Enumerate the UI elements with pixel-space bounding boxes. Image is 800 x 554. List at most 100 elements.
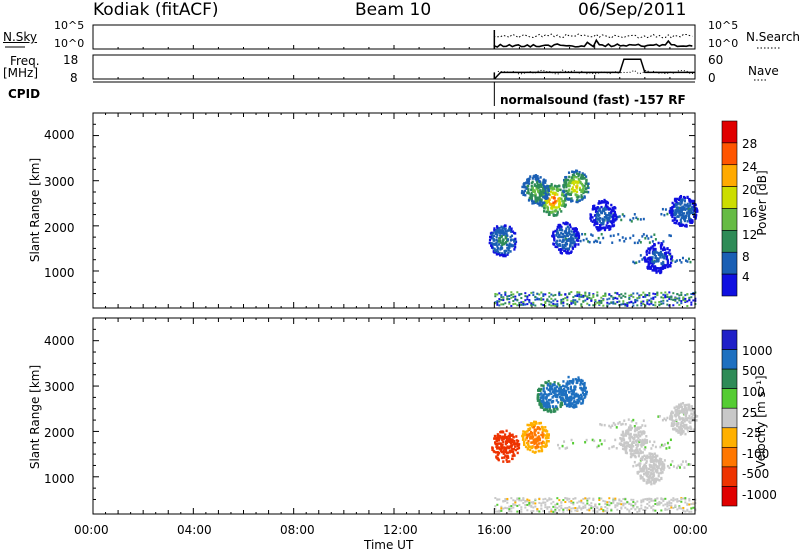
echo-cell bbox=[538, 438, 541, 442]
echo-cell bbox=[685, 412, 688, 415]
echo-cell bbox=[556, 225, 559, 229]
echo-cell bbox=[547, 388, 550, 392]
ground-scatter-cell bbox=[522, 301, 525, 304]
echo-cell bbox=[537, 426, 540, 429]
ground-scatter-cell bbox=[654, 503, 657, 506]
ground-scatter-cell bbox=[598, 497, 601, 500]
echo-cell bbox=[609, 225, 612, 228]
echo-cell bbox=[622, 443, 626, 447]
ground-scatter-cell bbox=[576, 291, 579, 294]
echo-cell bbox=[679, 403, 682, 407]
echo-cell bbox=[580, 190, 583, 194]
ground-scatter-cell bbox=[662, 302, 665, 305]
echo-cell bbox=[642, 470, 645, 473]
echo-cell bbox=[675, 409, 679, 412]
echo-cell bbox=[500, 437, 503, 440]
echo-cell bbox=[550, 196, 553, 199]
echo-cell bbox=[567, 252, 571, 255]
echo-cell bbox=[526, 185, 529, 188]
echo-cell bbox=[527, 427, 530, 431]
echo-cell bbox=[572, 190, 575, 193]
echo-cell bbox=[499, 442, 502, 445]
ground-scatter-cell bbox=[596, 510, 599, 513]
echo-cell bbox=[545, 393, 548, 396]
echo-cell bbox=[571, 242, 574, 245]
echo-cell bbox=[646, 454, 649, 458]
echo-cell bbox=[622, 438, 625, 442]
ground-scatter-cell bbox=[658, 301, 661, 304]
echo-cell bbox=[655, 454, 658, 458]
echo-cell bbox=[535, 178, 538, 182]
ground-scatter-cell bbox=[606, 298, 609, 301]
echo-cell bbox=[541, 400, 544, 404]
echo-cell bbox=[644, 446, 647, 449]
echo-cell bbox=[546, 403, 549, 407]
ground-scatter-cell bbox=[592, 304, 595, 307]
echo-cell bbox=[594, 207, 597, 210]
echo-cell bbox=[597, 209, 600, 212]
ground-scatter-cell bbox=[688, 296, 691, 299]
echo-cell bbox=[552, 196, 556, 200]
echo-cell bbox=[688, 198, 691, 202]
ground-scatter-cell bbox=[516, 504, 519, 507]
echo-cell bbox=[544, 408, 547, 411]
echo-cell bbox=[510, 234, 514, 238]
echo-cell bbox=[621, 437, 625, 440]
ground-scatter-cell bbox=[652, 508, 655, 511]
echo-cell bbox=[502, 232, 505, 235]
echo-cell bbox=[535, 422, 538, 425]
echo-cell bbox=[621, 434, 624, 437]
echo-cell bbox=[562, 186, 566, 189]
echo-cell bbox=[489, 232, 493, 235]
echo-cell bbox=[604, 226, 607, 230]
echo-cell bbox=[563, 178, 567, 182]
echo-cell bbox=[570, 402, 573, 405]
echo-cell bbox=[552, 205, 555, 209]
echo-cell bbox=[530, 197, 533, 200]
echo-cell bbox=[522, 193, 525, 197]
ground-scatter-cell bbox=[620, 507, 623, 510]
echo-cell bbox=[650, 471, 653, 475]
echo-cell bbox=[618, 421, 621, 424]
echo-cell bbox=[528, 434, 531, 437]
ground-scatter-cell bbox=[500, 303, 503, 306]
echo-cell bbox=[666, 441, 669, 445]
ground-scatter-cell bbox=[524, 503, 527, 506]
echo-cell bbox=[542, 408, 546, 412]
ground-scatter-cell bbox=[686, 304, 689, 307]
ground-scatter-cell bbox=[564, 293, 567, 296]
echo-cell bbox=[569, 387, 572, 391]
echo-cell bbox=[491, 448, 494, 451]
ground-scatter-cell bbox=[530, 303, 533, 306]
echo-cell bbox=[685, 207, 688, 210]
echo-cell bbox=[540, 185, 543, 189]
echo-cell bbox=[679, 196, 682, 199]
echo-cell bbox=[644, 424, 647, 428]
echo-cell bbox=[547, 410, 550, 413]
echo-cell bbox=[499, 435, 502, 439]
ground-scatter-cell bbox=[674, 297, 677, 300]
echo-cell bbox=[593, 204, 596, 208]
echo-cell bbox=[550, 206, 553, 210]
ground-scatter-cell bbox=[540, 504, 543, 507]
nsearch-series bbox=[493, 33, 693, 39]
ground-scatter-cell bbox=[668, 304, 671, 307]
echo-cell bbox=[620, 439, 623, 443]
echo-cell bbox=[651, 240, 654, 243]
echo-cell bbox=[682, 214, 685, 218]
ground-scatter-cell bbox=[662, 500, 665, 503]
echo-cell bbox=[668, 446, 671, 449]
ground-scatter-cell bbox=[670, 506, 673, 509]
ground-scatter-cell bbox=[558, 509, 561, 512]
ground-scatter-cell bbox=[606, 301, 609, 304]
echo-cell bbox=[602, 236, 605, 240]
echo-cell bbox=[635, 261, 638, 264]
echo-cell bbox=[510, 444, 513, 447]
ground-scatter-cell bbox=[596, 301, 599, 304]
echo-cell bbox=[504, 254, 507, 258]
echo-cell bbox=[634, 426, 637, 430]
echo-cell bbox=[681, 460, 684, 463]
echo-cell bbox=[537, 398, 540, 402]
ground-scatter-cell bbox=[524, 299, 527, 302]
echo-cell bbox=[680, 201, 683, 205]
